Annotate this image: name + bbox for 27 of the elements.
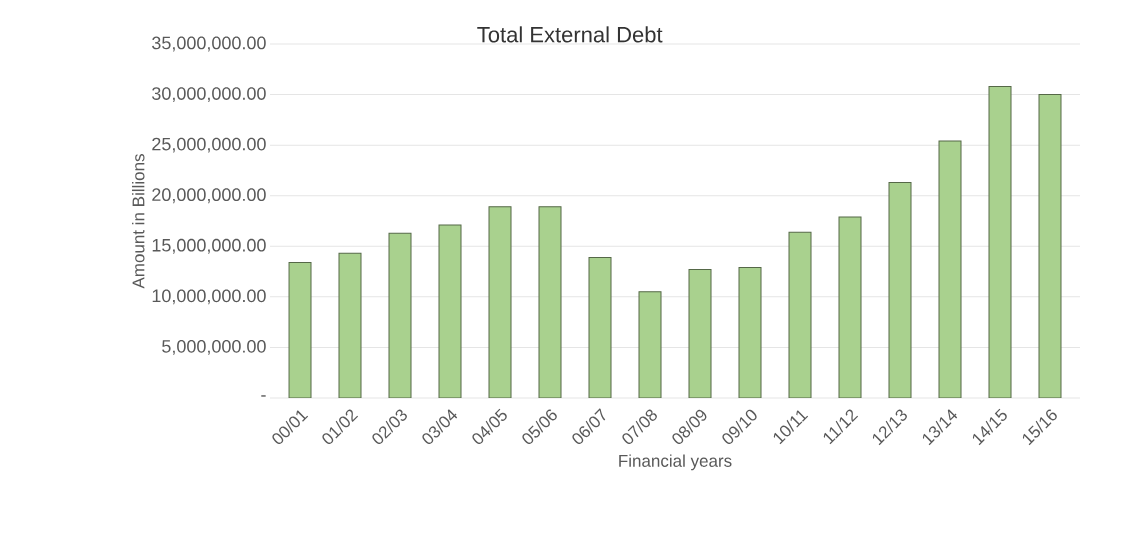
bar xyxy=(738,267,762,398)
bar xyxy=(838,216,862,398)
bar xyxy=(388,232,412,398)
bar xyxy=(688,269,712,398)
bar xyxy=(338,252,362,398)
y-axis-title: Amount in Billions xyxy=(132,154,145,289)
chart-title: Total External Debt xyxy=(477,26,663,43)
y-tick-label: 15,000,000.00 xyxy=(152,238,266,254)
y-tick-label: 20,000,000.00 xyxy=(152,188,266,204)
y-tick-label: - xyxy=(261,395,266,397)
bar xyxy=(888,182,912,398)
x-axis-title: Financial years xyxy=(619,454,732,471)
bar xyxy=(288,261,312,398)
y-tick-label: 30,000,000.00 xyxy=(152,87,266,103)
bar xyxy=(438,224,462,398)
bar xyxy=(638,291,662,398)
bar xyxy=(538,206,562,398)
y-tick-label: 25,000,000.00 xyxy=(152,137,266,153)
bar xyxy=(1038,94,1062,398)
y-tick-label: 5,000,000.00 xyxy=(162,339,266,355)
y-tick-label: 35,000,000.00 xyxy=(152,36,266,52)
bar xyxy=(938,140,962,398)
bar xyxy=(988,85,1012,398)
bar xyxy=(488,206,512,398)
bar xyxy=(788,231,812,398)
y-tick-label: 10,000,000.00 xyxy=(152,289,266,305)
bar xyxy=(588,256,612,398)
